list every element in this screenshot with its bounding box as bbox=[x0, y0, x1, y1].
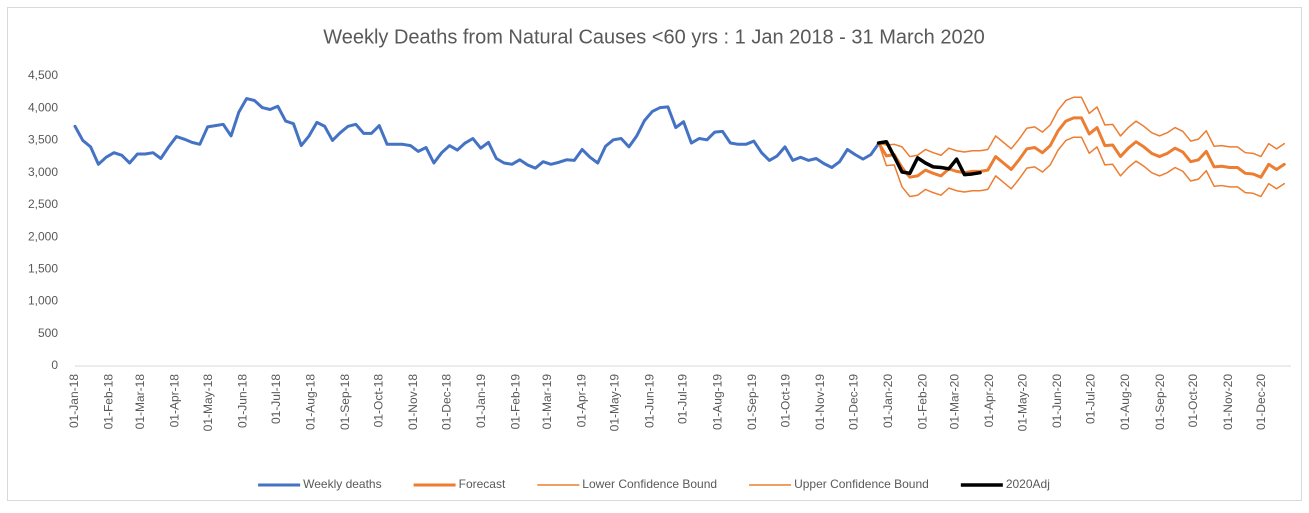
x-tick-label: 01-Jul-18 bbox=[269, 374, 283, 424]
x-tick-label: 01-Oct-19 bbox=[778, 374, 792, 428]
chart-frame bbox=[7, 7, 1302, 501]
legend-item: Weekly deaths bbox=[258, 477, 382, 491]
x-tick-label: 01-Aug-20 bbox=[1118, 374, 1132, 430]
legend-label: Forecast bbox=[459, 477, 506, 491]
x-tick-label: 01-Jun-20 bbox=[1050, 374, 1064, 428]
x-tick-label: 01-Aug-19 bbox=[710, 374, 724, 430]
y-tick-label: 0 bbox=[51, 358, 58, 372]
x-tick-label: 01-Jan-19 bbox=[474, 374, 488, 428]
y-tick-label: 4,000 bbox=[28, 100, 58, 114]
legend-item: Upper Confidence Bound bbox=[749, 477, 929, 491]
legend-label: Upper Confidence Bound bbox=[794, 477, 929, 491]
x-tick-label: 01-Apr-19 bbox=[574, 374, 588, 428]
x-tick-label: 01-Jun-19 bbox=[642, 374, 656, 428]
x-tick-label: 01-Sep-19 bbox=[745, 374, 759, 430]
x-tick-label: 01-Nov-20 bbox=[1221, 374, 1235, 430]
chart-title: Weekly Deaths from Natural Causes <60 yr… bbox=[323, 26, 985, 48]
x-tick-label: 01-May-18 bbox=[201, 374, 215, 432]
series-line bbox=[877, 136, 1286, 198]
x-tick-label: 01-Apr-20 bbox=[982, 374, 996, 428]
series-line bbox=[876, 139, 982, 177]
x-tick-label: 01-Sep-20 bbox=[1153, 374, 1167, 430]
legend-label: 2020Adj bbox=[1006, 477, 1050, 491]
x-tick-label: 01-Sep-18 bbox=[338, 374, 352, 430]
series-line bbox=[877, 116, 1286, 179]
x-tick-label: 01-Mar-20 bbox=[948, 374, 962, 430]
x-tick-label: 01-Jan-20 bbox=[881, 374, 895, 428]
x-tick-label: 01-Nov-19 bbox=[813, 374, 827, 430]
series-line bbox=[877, 96, 1286, 158]
y-tick-label: 3,500 bbox=[28, 133, 58, 147]
legend-item: 2020Adj bbox=[960, 477, 1050, 491]
x-tick-label: 01-Oct-18 bbox=[371, 374, 385, 428]
x-tick-label: 01-Feb-19 bbox=[509, 374, 523, 430]
x-tick-label: 01-Aug-18 bbox=[303, 374, 317, 430]
x-tick-label: 01-Mar-18 bbox=[133, 374, 147, 430]
y-tick-label: 4,500 bbox=[28, 68, 58, 82]
y-tick-label: 2,500 bbox=[28, 197, 58, 211]
x-tick-label: 01-Jun-18 bbox=[235, 374, 249, 428]
y-tick-label: 3,000 bbox=[28, 165, 58, 179]
x-tick-label: 01-Feb-18 bbox=[102, 374, 116, 430]
x-tick-label: 01-Oct-20 bbox=[1186, 374, 1200, 428]
legend-item: Forecast bbox=[413, 477, 506, 491]
series-line bbox=[73, 97, 881, 170]
y-tick-label: 2,000 bbox=[28, 229, 58, 243]
legend-label: Lower Confidence Bound bbox=[582, 477, 717, 491]
x-tick-label: 01-Nov-18 bbox=[406, 374, 420, 430]
x-tick-label: 01-Apr-18 bbox=[167, 374, 181, 428]
y-tick-label: 500 bbox=[38, 326, 58, 340]
x-tick-label: 01-Dec-18 bbox=[439, 374, 453, 430]
x-tick-label: 01-Feb-20 bbox=[915, 374, 929, 430]
x-tick-label: 01-Jul-20 bbox=[1084, 374, 1098, 424]
legend-label: Weekly deaths bbox=[303, 477, 382, 491]
x-tick-label: 01-May-20 bbox=[1016, 374, 1030, 432]
y-tick-label: 1,500 bbox=[28, 262, 58, 276]
x-tick-label: 01-Dec-20 bbox=[1254, 374, 1268, 430]
x-tick-label: 01-Mar-19 bbox=[540, 374, 554, 430]
x-tick-label: 01-Dec-19 bbox=[846, 374, 860, 430]
y-tick-label: 1,000 bbox=[28, 294, 58, 308]
legend-item: Lower Confidence Bound bbox=[537, 477, 717, 491]
x-tick-label: 01-Jan-18 bbox=[67, 374, 81, 428]
x-tick-label: 01-May-19 bbox=[608, 374, 622, 432]
x-tick-label: 01-Jul-19 bbox=[676, 374, 690, 424]
